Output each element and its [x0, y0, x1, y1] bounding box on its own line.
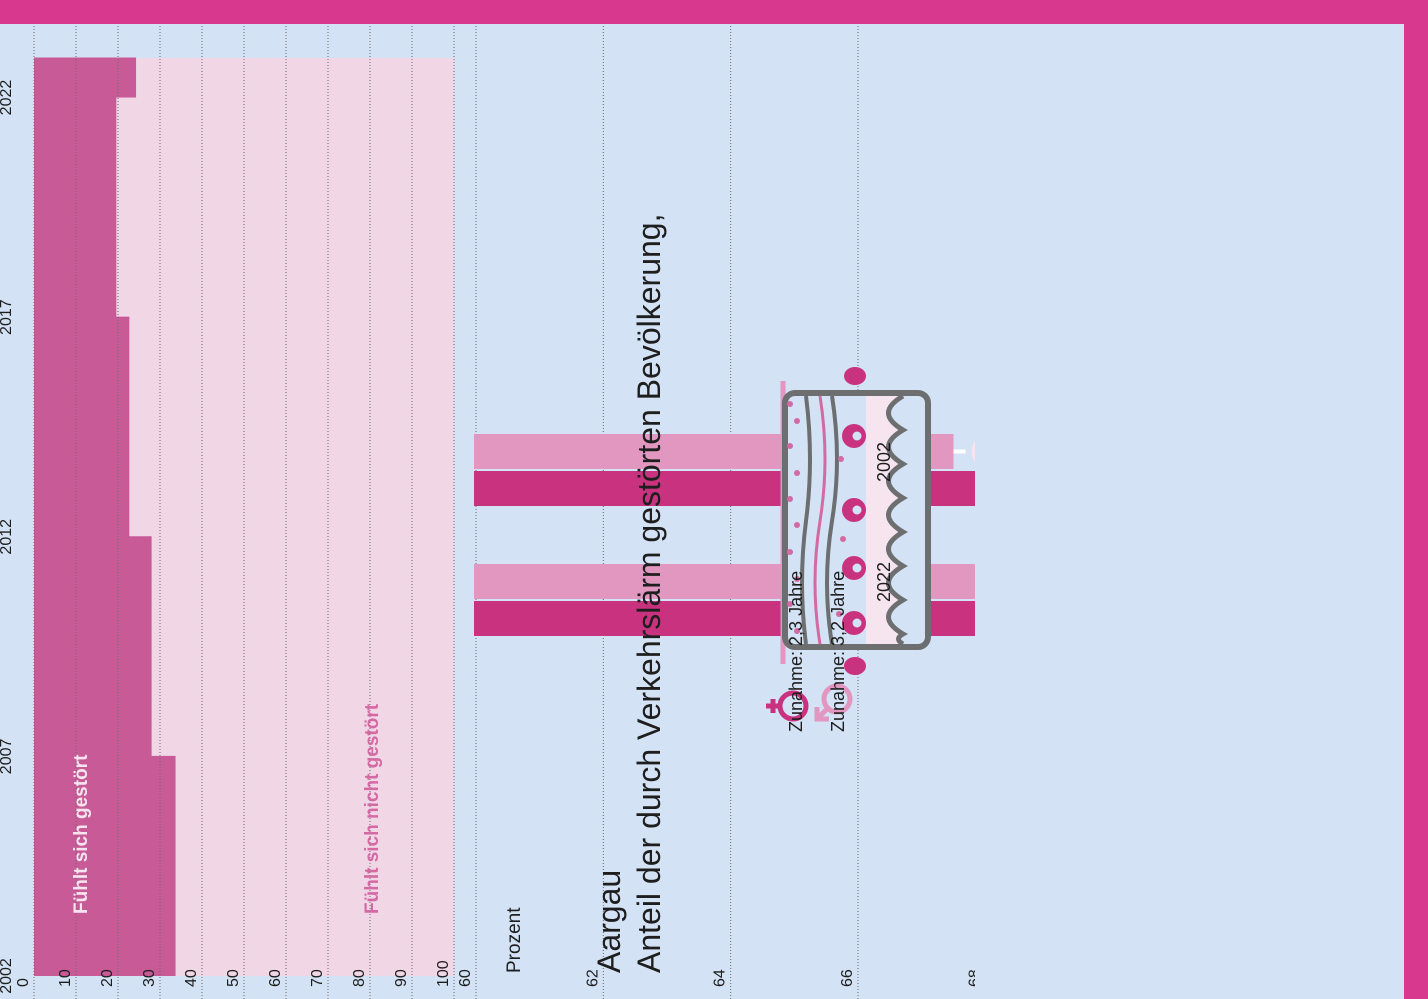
candle-wick [953, 449, 966, 454]
chart1-tick-label: 70 [1094, 969, 1111, 987]
chart1-y-axis-label: Jahre [1264, 925, 1285, 973]
chart2-tick-label: 40 [183, 969, 200, 987]
candle-flame-icon [1067, 469, 1136, 509]
chart2-y-axis-label: Prozent [504, 907, 525, 973]
chart2-label-disturbed: Fühlt sich gestört [71, 754, 92, 914]
chart2-area-disturbed-step [34, 536, 152, 757]
chart2-tick-label: 60 [267, 969, 284, 987]
candle-wick [1195, 617, 1207, 621]
chart2-x-ticks: 2002 2007 2012 2017 2022 [0, 80, 15, 994]
female-symbol-icon [766, 690, 809, 722]
chart1-y-ticks: 60 62 64 66 68 70 72 [457, 969, 1238, 987]
chart2-title-line1: Anteil der durch Verkehrslärm gestörten … [631, 214, 667, 974]
chart1-title: Lebenserwartung bei guter Gesundheit, Sc… [1347, 240, 1385, 973]
chart2-tick-label: 50 [225, 969, 242, 987]
chart2-tick-label: 80 [351, 969, 368, 987]
chart1-gridlines [475, 24, 859, 999]
cake-label-2002: 2002 [874, 442, 894, 482]
candle-flame-icon [971, 431, 975, 472]
legend-female-label: Zunahme: 2,3 Jahre [786, 571, 806, 732]
chart2-area-disturbed-step [34, 755, 176, 976]
infographic-panel: Lebenserwartung bei guter Gesundheit, Sc… [0, 24, 1404, 999]
chart2-gridlines [33, 24, 455, 999]
chart2-tick-label: 100 [435, 960, 452, 987]
chart2-y-ticks: 0 10 20 30 40 50 60 70 80 90 100 [15, 960, 452, 987]
legend-male-label: Zunahme: 3,2 Jahre [828, 571, 848, 732]
cake-icon [780, 367, 931, 675]
chart2-area [34, 57, 454, 976]
chart1-tick-label: 66 [839, 969, 856, 987]
chart2-x-tick-label: 2022 [0, 80, 15, 116]
chart1-bar [474, 471, 975, 506]
candle-flame-icon [1175, 562, 1244, 602]
chart1-tick-label: 64 [712, 969, 729, 987]
chart2-area-disturbed-step [34, 97, 117, 318]
chart2-x-tick-label: 2012 [0, 519, 15, 555]
chart2-tick-label: 90 [393, 969, 410, 987]
chart2-title-line2: Aargau [591, 870, 627, 973]
male-symbol-icon [814, 683, 853, 722]
chart1-tick-label: 60 [457, 969, 474, 987]
cake-label-2022: 2022 [874, 562, 894, 602]
chart1-tick-label: 68 [966, 969, 983, 987]
chart2-area-disturbed-step [34, 57, 137, 98]
chart2-x-tick-label: 2017 [0, 299, 15, 335]
chart2-tick-label: 70 [309, 969, 326, 987]
chart2-tick-label: 10 [57, 969, 74, 987]
chart2-area-disturbed-step [34, 316, 130, 537]
chart1-tick-label: 62 [584, 969, 601, 987]
chart2-tick-label: 20 [99, 969, 116, 987]
chart2-x-tick-label: 2002 [0, 958, 15, 994]
candle-flame-icon [1213, 599, 1282, 639]
candle-wick [1049, 487, 1061, 491]
chart2-x-tick-label: 2007 [0, 738, 15, 774]
chart2-tick-label: 30 [141, 969, 158, 987]
candle-wick [1157, 580, 1169, 584]
chart1-tick-label: 72 [1221, 969, 1238, 987]
infographic-canvas: Lebenserwartung bei guter Gesundheit, Sc… [0, 24, 1385, 999]
chart2-label-not-disturbed: Fühlt sich nicht gestört [362, 703, 383, 914]
chart2-tick-label: 0 [15, 978, 32, 987]
